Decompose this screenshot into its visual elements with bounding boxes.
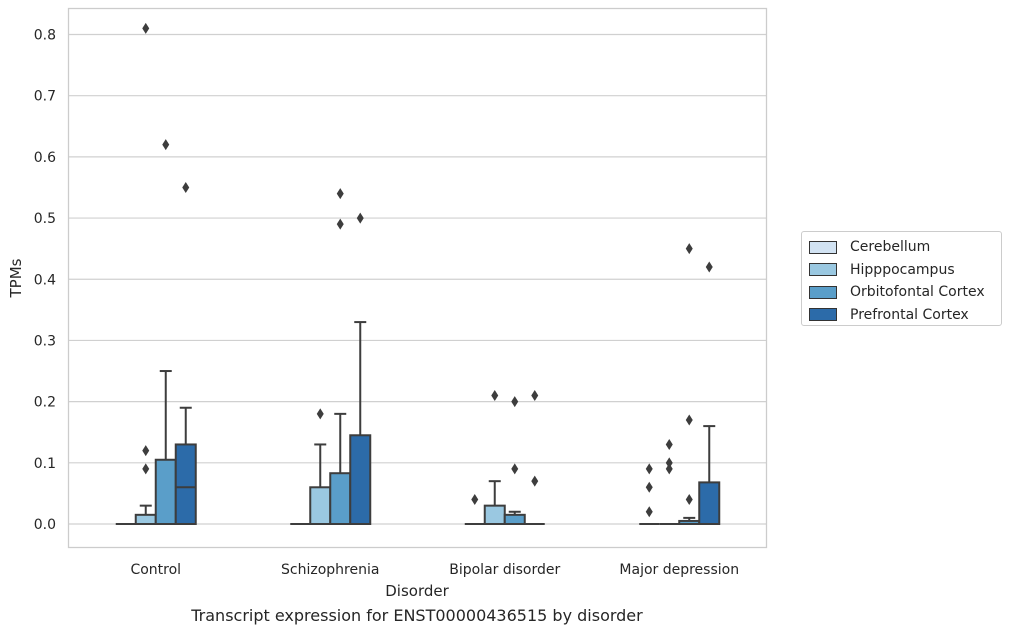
outlier-point	[645, 481, 653, 493]
outlier-point	[645, 463, 653, 475]
outlier-point	[511, 396, 519, 408]
box-series	[115, 321, 721, 526]
y-tick-label: 0.2	[34, 395, 56, 411]
outlier-point	[511, 463, 519, 475]
outlier-point	[336, 188, 344, 200]
outlier-points	[142, 22, 713, 518]
box	[483, 504, 506, 525]
box	[698, 481, 721, 525]
box	[329, 472, 352, 526]
outlier-point	[531, 390, 539, 402]
outlier-point	[162, 139, 170, 151]
legend-item-hippocampus: Hipppocampus	[809, 259, 1001, 282]
outlier-point	[645, 506, 653, 518]
y-tick-label: 0.3	[34, 333, 56, 349]
legend-label: Prefrontal Cortex	[850, 306, 969, 323]
x-axis-label: Disorder	[385, 582, 449, 600]
plot-frame	[67, 7, 768, 549]
outlier-point	[471, 494, 479, 506]
legend-label: Orbitofontal Cortex	[850, 284, 985, 301]
x-tick-labels: Control Schizophrenia Bipolar disorder Majo…	[130, 562, 739, 578]
legend-item-cerebellum: Cerebellum	[809, 236, 1001, 259]
outlier-point	[531, 475, 539, 487]
legend-swatch-cerebellum	[809, 240, 837, 254]
outlier-point	[685, 494, 693, 506]
x-tick-label: Schizophrenia	[281, 562, 379, 578]
y-tick-labels: 0.0 0.1 0.2 0.3 0.4 0.5 0.6 0.7 0.8	[34, 28, 56, 534]
outlier-point	[336, 218, 344, 230]
outlier-point	[356, 212, 364, 224]
legend-swatch-prefrontal-cortex	[809, 308, 837, 322]
outlier-point	[665, 438, 673, 450]
outlier-point	[705, 261, 713, 273]
y-tick-label: 0.8	[34, 28, 56, 44]
y-tick-label: 0.0	[34, 517, 56, 533]
legend-swatch-orbitofrontal-cortex	[809, 285, 837, 299]
legend: Cerebellum Hipppocampus Orbitofontal Cor…	[801, 231, 1002, 326]
y-axis-label: TPMs	[7, 258, 25, 298]
y-tick-label: 0.4	[34, 272, 56, 288]
box	[309, 486, 332, 526]
box	[503, 513, 526, 526]
outlier-point	[491, 390, 499, 402]
box	[174, 443, 197, 525]
legend-item-prefrontal-cortex: Prefrontal Cortex	[809, 304, 1001, 327]
box	[349, 434, 372, 526]
outlier-point	[665, 457, 673, 469]
x-tick-label: Major depression	[619, 562, 739, 578]
x-tick-label: Bipolar disorder	[449, 562, 560, 578]
box	[154, 458, 177, 525]
outlier-point	[142, 22, 150, 34]
outlier-point	[182, 181, 190, 193]
x-tick-label: Control	[130, 562, 181, 578]
box	[134, 513, 157, 526]
legend-label: Hipppocampus	[850, 261, 955, 278]
legend-swatch-hippocampus	[809, 263, 837, 277]
chart-caption: Transcript expression for ENST0000043651…	[191, 606, 643, 625]
y-tick-label: 0.1	[34, 456, 56, 472]
legend-label: Cerebellum	[850, 239, 931, 256]
outlier-point	[142, 463, 150, 475]
outlier-point	[142, 445, 150, 457]
outlier-point	[685, 243, 693, 255]
grid-lines	[68, 33, 767, 525]
outlier-point	[316, 408, 324, 420]
legend-item-orbitofrontal-cortex: Orbitofontal Cortex	[809, 281, 1001, 304]
outlier-point	[685, 414, 693, 426]
y-tick-label: 0.5	[34, 211, 56, 227]
outlier-point	[665, 463, 673, 475]
y-tick-label: 0.7	[34, 89, 56, 105]
y-tick-label: 0.6	[34, 150, 56, 166]
